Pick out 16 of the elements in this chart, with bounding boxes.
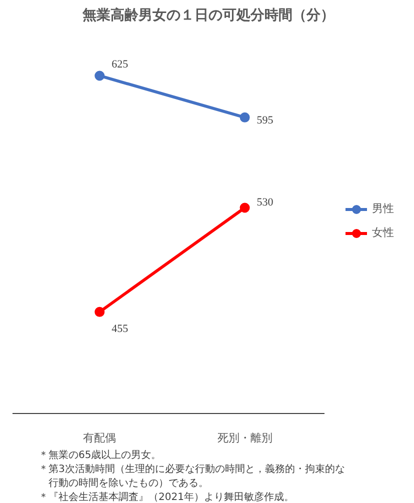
chart-title: 無業高齢男女の１日の可処分時間（分） — [82, 6, 334, 24]
x-tick-label: 有配偶 — [83, 432, 116, 444]
legend-label: 女性 — [372, 225, 394, 240]
data-label: 530 — [256, 196, 274, 209]
data-label: 625 — [112, 58, 129, 71]
data-label: 455 — [112, 322, 129, 335]
legend-label: 男性 — [372, 201, 394, 216]
point — [94, 70, 105, 81]
text: ＊第3次活動時間（生理的に必要な行動の時間と，義務的・拘束的な行動の時間を除いたもの）である。 — [38, 463, 345, 489]
text: ＊『社会生活基本調査』（2021年）より舞田敏彦作成。 — [38, 491, 294, 503]
point — [240, 112, 250, 122]
point — [94, 306, 105, 317]
data-label: 595 — [256, 114, 274, 126]
x-tick-label: 死別・離別 — [217, 432, 272, 444]
point — [240, 202, 250, 213]
text: ＊無業の65歳以上の男女。 — [38, 449, 162, 461]
